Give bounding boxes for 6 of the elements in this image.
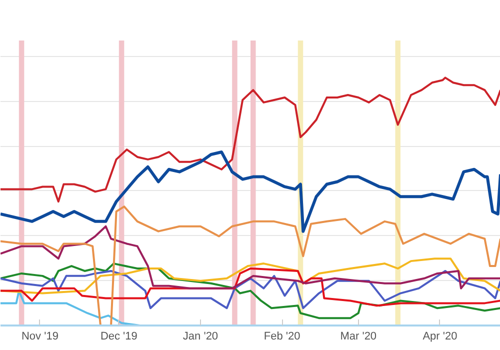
x-tick-label: Nov '19 [21, 330, 58, 342]
x-tick-label: Feb '20 [264, 330, 300, 342]
x-tick-label: Mar '20 [340, 330, 377, 342]
x-tick-label: Jan '20 [182, 330, 218, 342]
x-tick-label: Apr '20 [422, 330, 458, 342]
x-tick-label: Dec '19 [100, 330, 138, 342]
